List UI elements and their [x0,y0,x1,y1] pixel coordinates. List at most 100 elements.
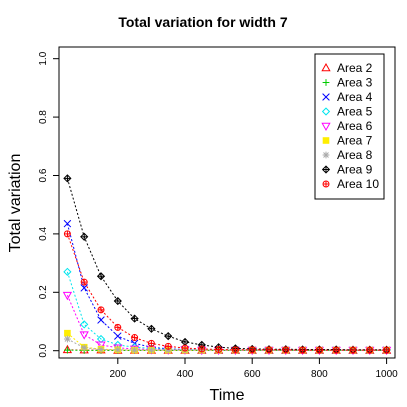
data-point [265,346,273,354]
data-point [113,296,122,306]
data-point [131,334,139,342]
data-point [114,332,122,340]
data-point [62,291,73,301]
x-axis-label: Time [210,387,245,404]
data-point [147,324,156,333]
data-point [315,346,323,354]
data-point [198,345,206,353]
data-point [248,346,256,354]
data-point [80,344,88,352]
legend-label: Area 8 [337,148,373,162]
legend-marker [321,122,331,132]
legend-label: Area 6 [337,119,373,133]
series-layer [62,174,392,356]
legend-entry: Area 10 [322,177,379,191]
series-area-6 [62,291,392,356]
y-axis-label: Total variation [7,154,24,253]
series-line [66,223,387,351]
x-tick-label: 1000 [375,369,398,380]
data-point [164,331,173,341]
chart-title: Total variation for width 7 [118,14,288,30]
legend-label: Area 2 [337,61,373,75]
data-point [383,346,391,354]
legend-entry: Area 9 [321,163,373,177]
data-point [366,346,374,354]
data-point [63,267,72,276]
data-point [114,346,122,354]
data-point [64,335,71,343]
data-point [282,346,290,354]
legend-entry: Area 2 [321,61,373,75]
legend-box [314,53,385,200]
data-point [80,320,89,329]
legend-label: Area 4 [337,90,373,104]
data-point [147,339,155,347]
data-point [63,230,71,238]
y-tick-label: 0.8 [38,110,49,124]
legend-label: Area 5 [337,105,373,119]
series-line [66,295,387,351]
y-tick-label: 0.0 [38,343,49,357]
legend-entry: Area 8 [322,148,373,162]
y-tick-label: 1.0 [38,51,49,65]
data-point [79,331,89,340]
legend-marker [321,62,331,72]
data-point [80,232,89,241]
series-area-10 [63,230,391,354]
data-point [215,346,223,354]
y-axis: 0.0 0.2 0.4 0.6 0.8 1.0 [38,51,59,358]
data-point [114,323,122,331]
data-point [130,314,139,323]
data-point [97,316,105,324]
legend-label: Area 7 [337,134,373,148]
legend-marker [321,165,331,174]
legend-label: Area 3 [337,76,373,90]
legend-entry: Area 4 [322,90,373,104]
legend-marker [321,107,331,116]
data-point [97,306,105,314]
data-point [96,341,106,350]
legend-entry: Area 6 [321,119,373,133]
series-area-4 [63,219,391,354]
data-point [332,346,340,354]
legend-entry: Area 5 [321,105,373,119]
data-point [97,346,105,353]
legend-marker [322,137,330,144]
data-point [64,329,71,337]
series-area-5 [63,267,391,355]
data-point [80,284,88,292]
legend-marker [322,93,330,101]
y-tick-label: 0.4 [38,227,49,241]
data-point [63,174,72,183]
data-point [80,278,88,286]
y-tick-label: 0.2 [38,285,49,299]
y-tick-label: 0.6 [38,168,49,182]
data-point [64,346,71,354]
data-point [164,342,172,350]
series-line [66,178,387,351]
legend-marker [322,180,330,188]
data-point [349,346,357,354]
data-point [231,346,239,354]
x-tick-label: 400 [177,369,194,380]
legend-label: Area 10 [337,177,379,191]
data-point [181,344,189,352]
legend-entry: Area 7 [322,134,373,148]
legend-marker [322,79,330,86]
plot-frame [58,46,396,359]
data-point [299,346,307,354]
series-line [66,233,387,351]
series-area-9 [63,174,391,354]
legend-entry: Area 3 [322,76,373,90]
legend-label: Area 9 [337,163,373,177]
legend-marker [322,151,330,159]
data-point [148,346,155,354]
data-point [131,346,138,354]
x-tick-label: 800 [311,369,328,380]
x-tick-label: 200 [109,369,126,380]
data-point [180,337,190,347]
x-axis: 200 400 600 800 1000 [109,358,398,380]
x-tick-label: 600 [244,369,261,380]
